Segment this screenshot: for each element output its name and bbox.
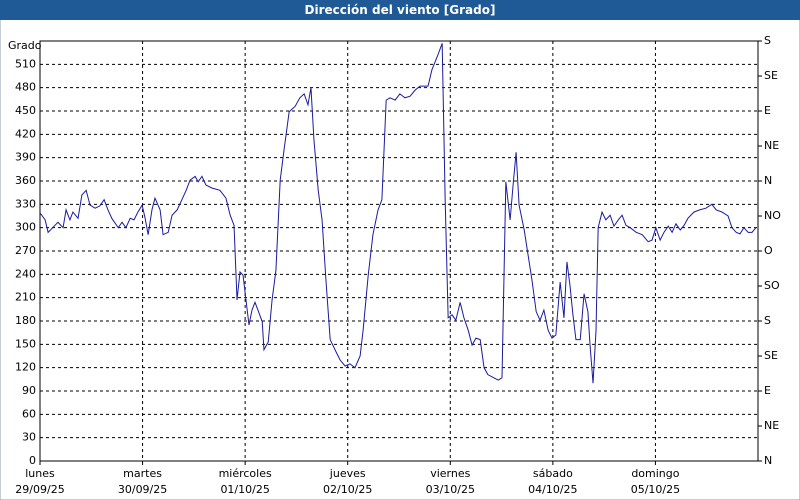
y2-tick-label: SE [764, 349, 778, 362]
x-tick-date: 29/09/25 [15, 483, 64, 496]
x-tick-date: 05/10/25 [631, 483, 680, 496]
x-tick-date: 03/10/25 [426, 483, 475, 496]
y-tick-label: 0 [29, 454, 36, 467]
y2-tick-label: N [764, 174, 772, 187]
x-tick-date: 30/09/25 [118, 483, 167, 496]
y-tick-label: 450 [15, 104, 36, 117]
y-tick-label: 330 [15, 197, 36, 210]
title-bar [0, 0, 800, 20]
y-tick-label: 120 [15, 361, 36, 374]
x-tick-label: domingo [631, 467, 679, 480]
y-tick-label: 480 [15, 81, 36, 94]
chart-title: Dirección del viento [Grado] [305, 3, 496, 17]
y2-tick-label: S [764, 34, 771, 47]
y2-tick-label: NE [764, 139, 779, 152]
x-tick-label: viernes [430, 467, 470, 480]
y-tick-label: 390 [15, 151, 36, 164]
y-tick-label: 180 [15, 314, 36, 327]
y2-tick-label: NE [764, 419, 779, 432]
plot-border [39, 40, 759, 462]
y-tick-label: 210 [15, 291, 36, 304]
x-tick-date: 04/10/25 [528, 483, 577, 496]
y2-tick-label: N [764, 454, 772, 467]
data-line [39, 43, 757, 384]
y-tick-label: 360 [15, 174, 36, 187]
y-tick-label: 30 [22, 431, 36, 444]
x-tick-label: sábado [533, 467, 573, 480]
x-tick-date: 01/10/25 [220, 483, 269, 496]
y-tick-label: 510 [15, 57, 36, 70]
y2-tick-label: O [764, 244, 773, 257]
y-tick-label: 60 [22, 407, 36, 420]
y2-tick-label: SE [764, 69, 778, 82]
x-tick-label: lunes [25, 467, 55, 480]
y2-tick-label: NO [764, 209, 781, 222]
y-tick-label: 150 [15, 337, 36, 350]
y-tick-label: 270 [15, 244, 36, 257]
x-tick-date: 02/10/25 [323, 483, 372, 496]
y-axis-label: Grado [8, 39, 42, 52]
y-tick-label: 240 [15, 267, 36, 280]
x-tick-label: jueves [329, 467, 366, 480]
x-tick-label: miércoles [219, 467, 272, 480]
y-tick-label: 420 [15, 127, 36, 140]
y-tick-label: 300 [15, 221, 36, 234]
y2-tick-label: E [764, 384, 771, 397]
y-tick-label: 90 [22, 384, 36, 397]
y2-tick-label: S [764, 314, 771, 327]
x-tick-label: martes [123, 467, 162, 480]
y2-tick-label: SO [764, 279, 780, 292]
y2-tick-label: E [764, 104, 771, 117]
